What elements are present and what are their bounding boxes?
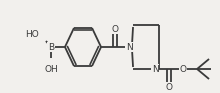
Text: O: O [112, 24, 119, 33]
Text: O: O [180, 65, 187, 73]
Text: N: N [152, 65, 158, 73]
Text: O: O [165, 82, 172, 92]
Text: OH: OH [44, 65, 58, 74]
Text: B: B [48, 43, 54, 52]
Text: HO: HO [25, 29, 39, 39]
Text: N: N [126, 43, 132, 52]
